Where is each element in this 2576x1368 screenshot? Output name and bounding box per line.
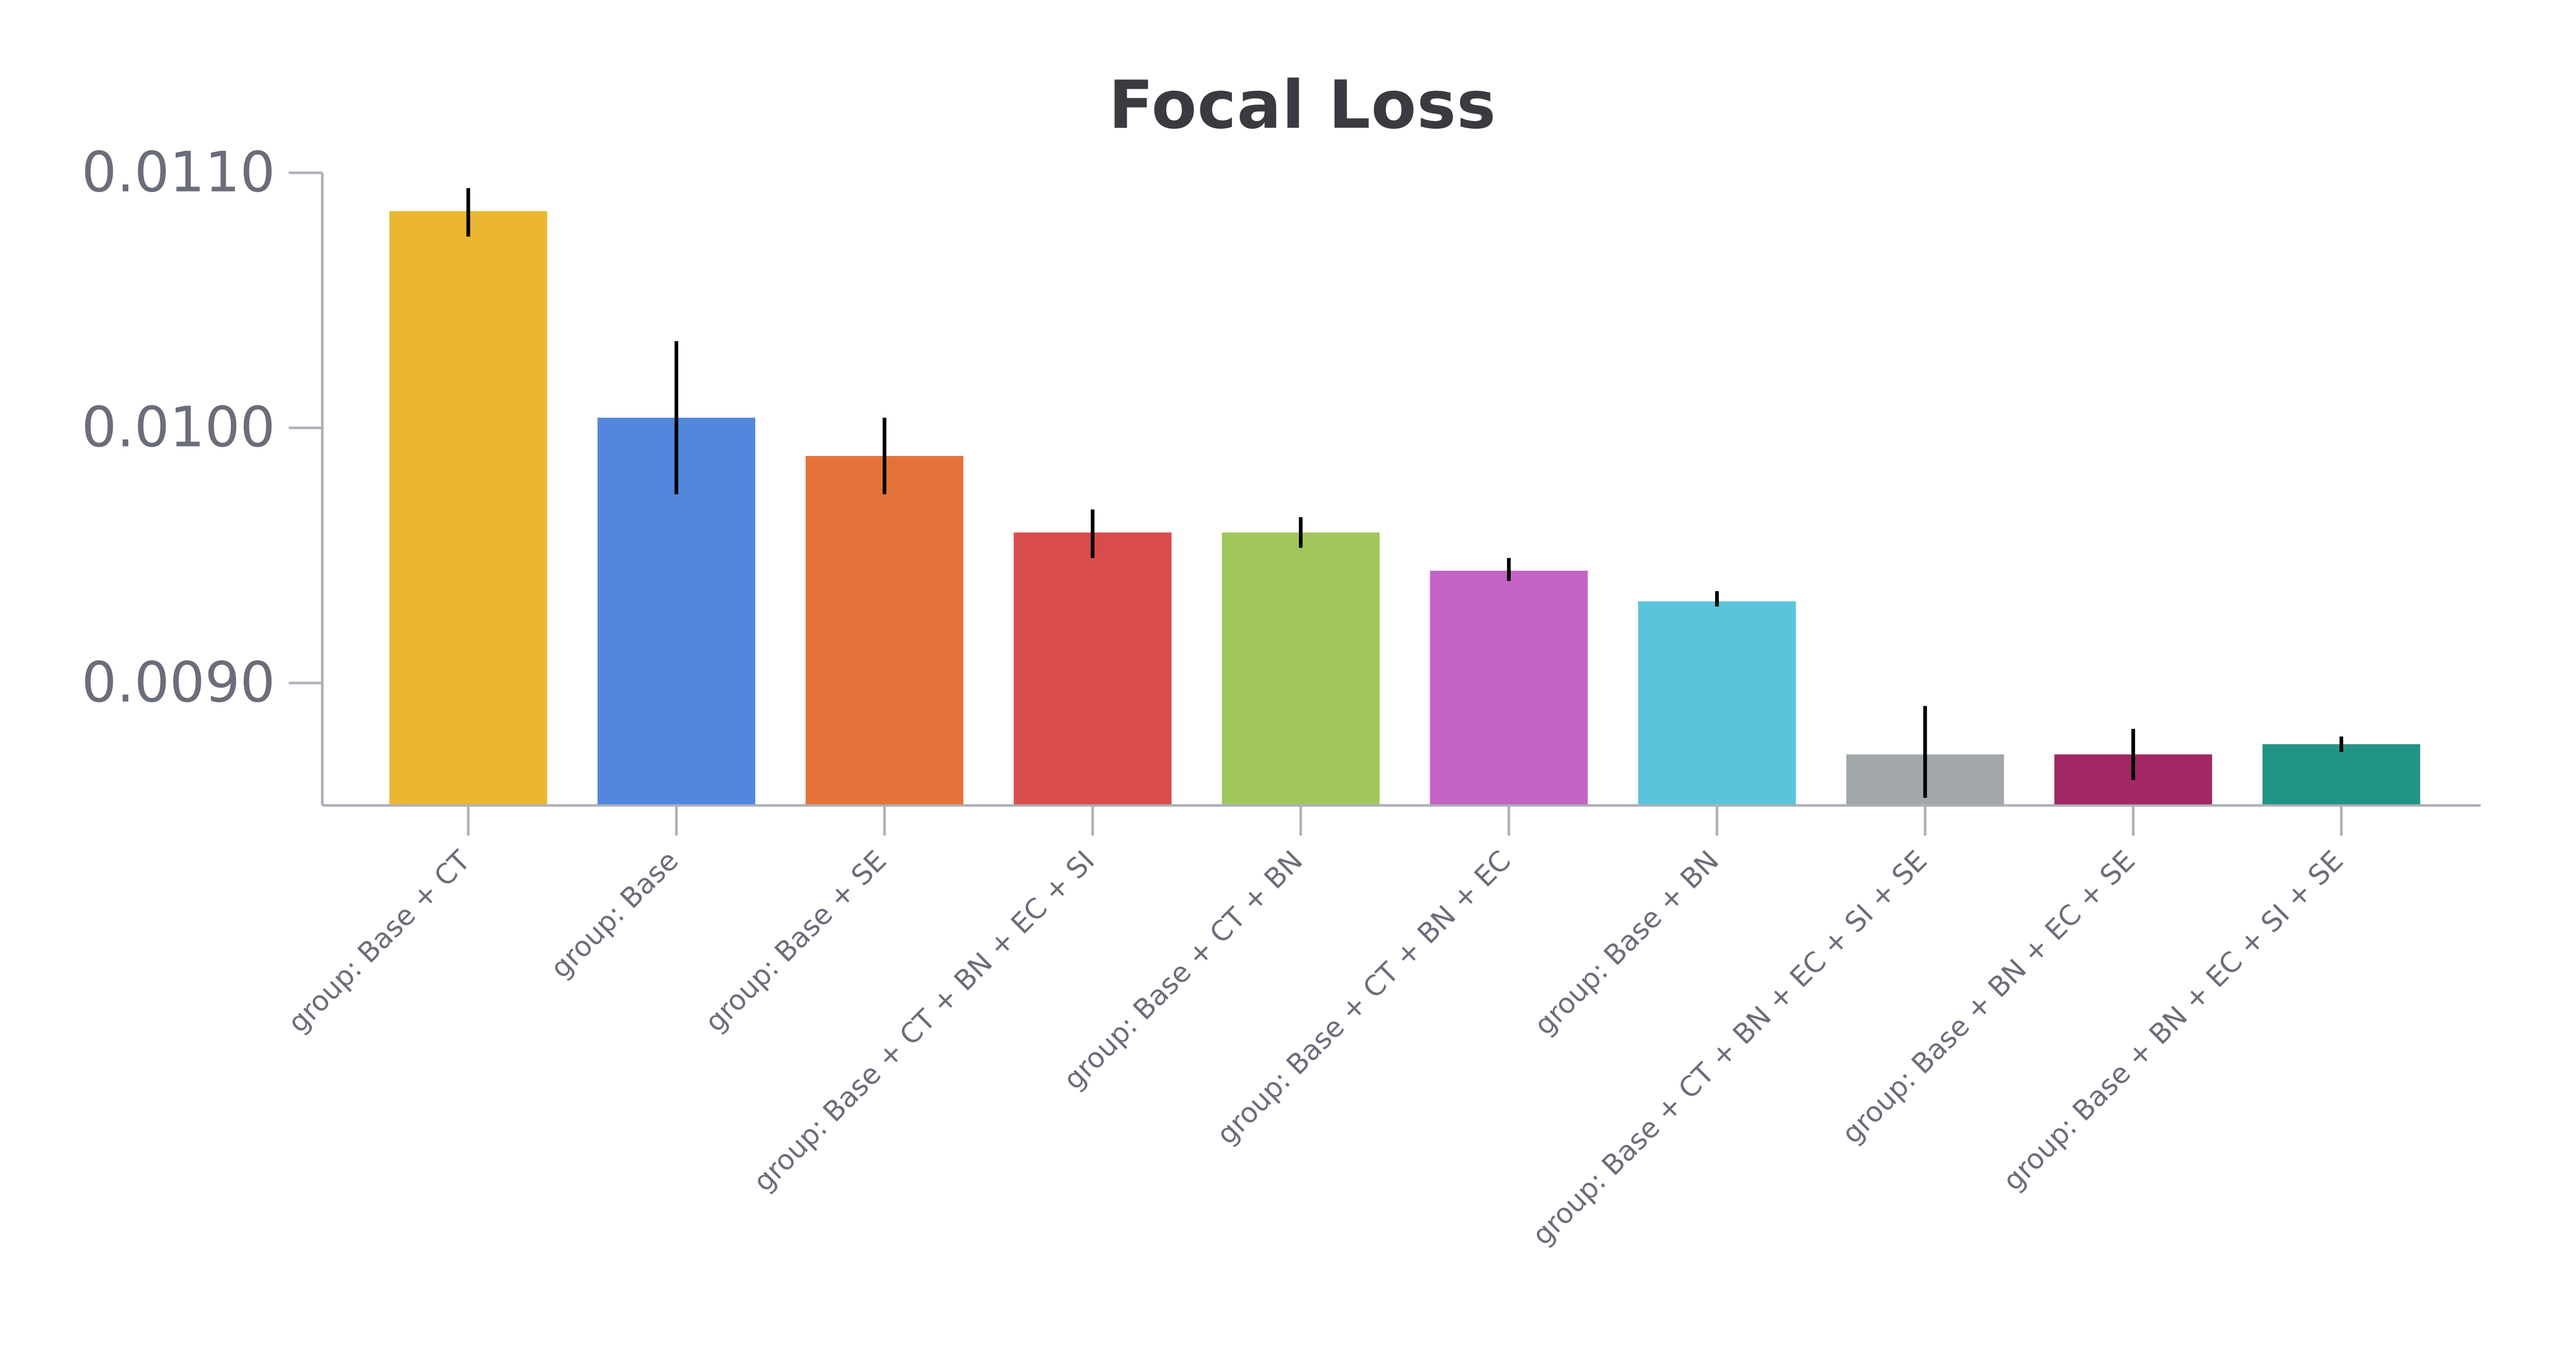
x-tick-label: group: Base + CT + BN + EC + SI	[747, 844, 1101, 1198]
x-tick-label: group: Base + BN	[1528, 844, 1725, 1041]
y-tick-label: 0.0110	[81, 140, 275, 204]
x-tick-label: group: Base	[544, 844, 684, 984]
x-tick-label: group: Base + CT	[281, 844, 476, 1039]
x-tick-label: group: Base + CT + BN + EC + SI + SE	[1526, 844, 1934, 1252]
bar	[2262, 744, 2420, 805]
x-axis	[322, 804, 2481, 836]
error-bars-group	[466, 188, 2344, 798]
bars-group	[389, 211, 2420, 805]
y-tick-label: 0.0100	[81, 396, 275, 460]
bar	[389, 211, 548, 805]
bar	[1222, 532, 1380, 805]
y-axis: 0.0090 0.0100 0.0110	[81, 140, 324, 806]
bar	[1430, 571, 1588, 805]
x-tick-label: group: Base + SE	[699, 844, 893, 1038]
bar	[1013, 532, 1172, 805]
bar	[805, 456, 963, 805]
y-tick-label: 0.0090	[81, 651, 275, 715]
bar	[1638, 601, 1796, 805]
category-labels-group: group: Base + CT group: Base group: Base +…	[281, 844, 2349, 1252]
chart-title: Focal Loss	[1108, 67, 1497, 144]
x-tick-label: group: Base + BN + EC + SI + SE	[1996, 844, 2349, 1197]
x-tick-label: group: Base + CT + BN	[1057, 844, 1309, 1096]
